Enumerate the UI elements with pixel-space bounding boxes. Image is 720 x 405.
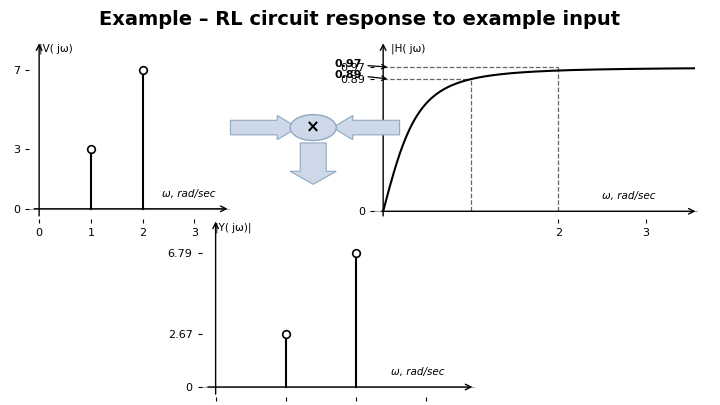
- Circle shape: [290, 115, 336, 141]
- Text: ω, rad/sec: ω, rad/sec: [392, 367, 445, 377]
- Text: ω, rad/sec: ω, rad/sec: [603, 191, 656, 201]
- Text: |Υ( jω)|: |Υ( jω)|: [215, 222, 252, 232]
- Text: ×: ×: [306, 119, 320, 136]
- Text: 0.97: 0.97: [335, 59, 386, 69]
- Text: Example – RL circuit response to example input: Example – RL circuit response to example…: [99, 10, 621, 29]
- Polygon shape: [290, 143, 336, 184]
- Text: |H( jω): |H( jω): [391, 44, 425, 54]
- Text: ω, rad/sec: ω, rad/sec: [161, 189, 215, 199]
- Text: |V( jω): |V( jω): [39, 44, 73, 54]
- Text: 0.89: 0.89: [335, 70, 386, 81]
- Polygon shape: [230, 115, 297, 140]
- Polygon shape: [333, 115, 400, 140]
